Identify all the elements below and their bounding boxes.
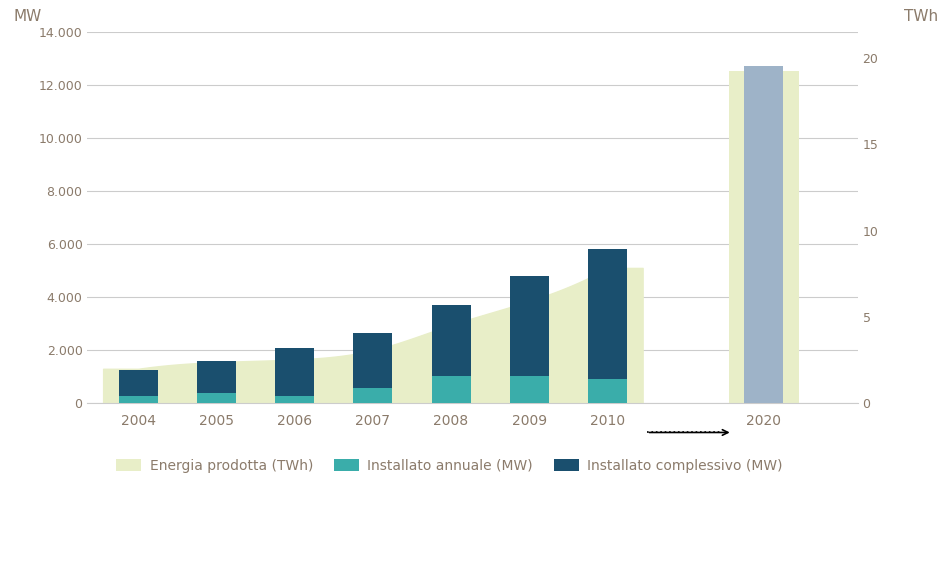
Bar	[432, 376, 471, 403]
Bar	[275, 396, 314, 403]
Bar	[197, 361, 236, 403]
Bar	[197, 393, 236, 403]
Y-axis label: TWh: TWh	[903, 9, 938, 24]
Bar	[354, 333, 393, 403]
Y-axis label: MW: MW	[13, 9, 41, 24]
Bar	[432, 305, 471, 403]
Bar	[119, 396, 158, 403]
Bar	[588, 249, 627, 403]
Bar	[728, 72, 799, 403]
Bar	[354, 388, 393, 403]
Bar	[588, 379, 627, 403]
Bar	[119, 370, 158, 403]
Bar	[275, 347, 314, 403]
Bar	[510, 276, 549, 403]
Legend: Energia prodotta (TWh), Installato annuale (MW), Installato complessivo (MW): Energia prodotta (TWh), Installato annua…	[111, 453, 788, 478]
Bar	[510, 376, 549, 403]
Bar	[745, 66, 784, 403]
